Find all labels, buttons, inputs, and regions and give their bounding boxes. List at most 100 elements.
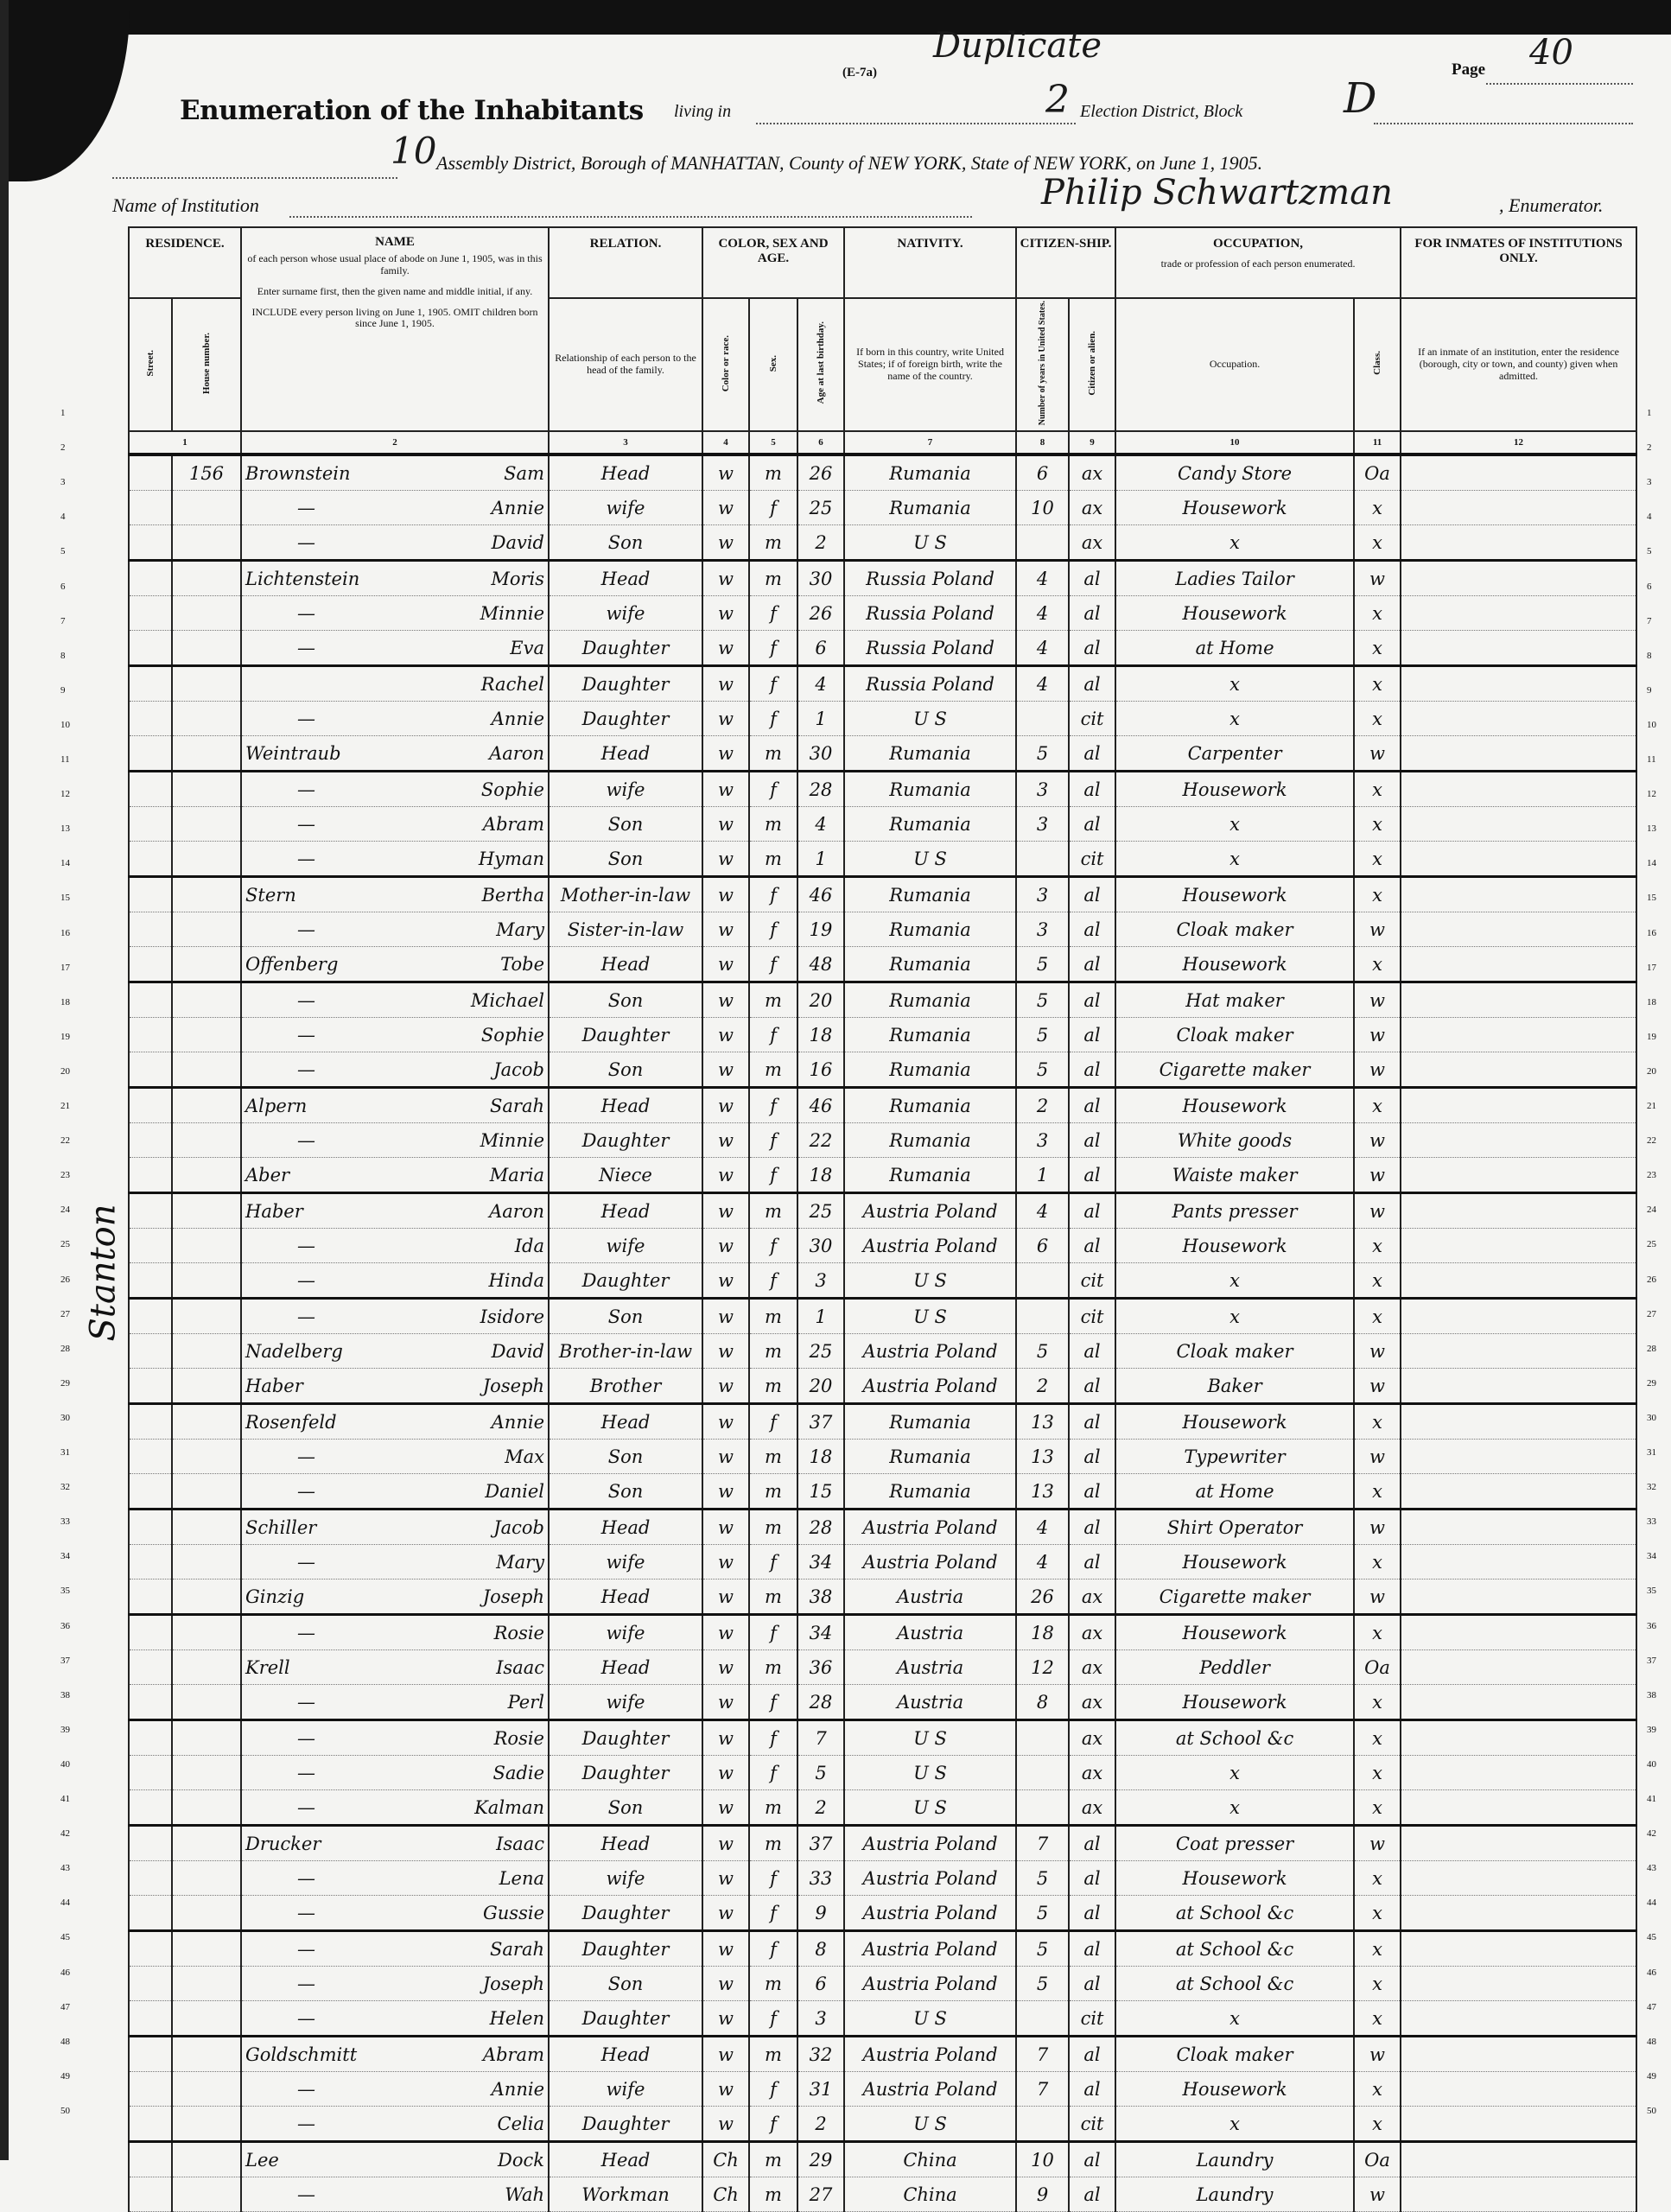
cell-house bbox=[171, 595, 242, 632]
surname: — bbox=[297, 637, 315, 658]
cell-relation: Daughter bbox=[548, 1719, 703, 1757]
cell-class: x bbox=[1353, 1719, 1402, 1757]
surname: — bbox=[297, 1938, 315, 1960]
cell-sex: f bbox=[748, 1930, 798, 1967]
line-number: 47 bbox=[60, 2001, 70, 2012]
cell-occupation: Shirt Operator bbox=[1115, 1509, 1356, 1546]
col-nativity-desc: If born in this country, write United St… bbox=[843, 296, 1018, 433]
cell-relation: Daughter bbox=[548, 1930, 703, 1967]
surname: — bbox=[297, 1446, 315, 1467]
cell-years: 5 bbox=[1015, 946, 1071, 984]
surname: — bbox=[297, 2183, 315, 2205]
col-number: 1 bbox=[128, 431, 242, 457]
cell-house bbox=[171, 1579, 242, 1617]
given-name: Sophie bbox=[480, 779, 544, 800]
cell-street bbox=[128, 841, 173, 879]
table-row: — Michael Son w m 20 Rumania 5 al Hat maker w bbox=[128, 982, 1638, 1019]
cell-sex: m bbox=[748, 1052, 798, 1090]
col-house-number: House number. bbox=[200, 332, 212, 394]
line-number: 20 bbox=[60, 1065, 70, 1077]
cell-age: 3 bbox=[796, 1262, 846, 1300]
line-number: 49 bbox=[60, 2070, 70, 2082]
cell-house bbox=[171, 1157, 242, 1195]
cell-occupation: at School &c bbox=[1115, 1719, 1356, 1757]
cell-sex: f bbox=[748, 1157, 798, 1195]
line-number: 4 bbox=[1647, 512, 1652, 523]
cell-occupation: Housework bbox=[1115, 490, 1356, 526]
line-number: 23 bbox=[60, 1170, 70, 1181]
cell-age: 37 bbox=[796, 1825, 846, 1862]
cell-sex: f bbox=[748, 595, 798, 632]
cell-occupation: Cigarette maker bbox=[1115, 1579, 1356, 1617]
given-name: Isaac bbox=[496, 1656, 544, 1678]
cell-name: — Annie bbox=[240, 701, 550, 737]
cell-cit: al bbox=[1068, 2177, 1117, 2212]
cell-cit: cit bbox=[1068, 1262, 1117, 1300]
cell-color: w bbox=[702, 1473, 750, 1511]
cell-age: 27 bbox=[796, 2177, 846, 2212]
cell-years: 13 bbox=[1015, 1403, 1071, 1440]
cell-nativity: Austria Poland bbox=[843, 2071, 1018, 2107]
line-number: 11 bbox=[1647, 754, 1656, 765]
line-number: 26 bbox=[60, 1274, 70, 1285]
table-row: Alpern Sarah Head w f 46 Rumania 2 al Housework x bbox=[128, 1087, 1638, 1124]
cell-sex: m bbox=[748, 1298, 798, 1335]
cell-sex: f bbox=[748, 946, 798, 984]
cell-class: x bbox=[1353, 1895, 1402, 1933]
cell-institution bbox=[1400, 1860, 1638, 1897]
cell-relation: wife bbox=[548, 771, 703, 808]
cell-class: w bbox=[1353, 2177, 1402, 2212]
col-age: Age at last birthday. bbox=[815, 321, 826, 404]
cell-color: w bbox=[702, 1262, 750, 1300]
line-number: 3 bbox=[60, 477, 66, 488]
table-row: Offenberg Tobe Head w f 48 Rumania 5 al Housework… bbox=[128, 946, 1638, 984]
given-name: Rachel bbox=[480, 673, 544, 695]
cell-age: 46 bbox=[796, 1087, 846, 1124]
cell-sex: m bbox=[748, 1509, 798, 1546]
cell-cit: al bbox=[1068, 1895, 1117, 1933]
cell-relation: Son bbox=[548, 1966, 703, 2002]
cell-nativity: China bbox=[843, 2177, 1018, 2212]
surname: — bbox=[297, 2007, 315, 2029]
col-number: 4 bbox=[702, 431, 750, 457]
cell-relation: Son bbox=[548, 1298, 703, 1335]
cell-house bbox=[171, 806, 242, 842]
cell-years: 10 bbox=[1015, 2141, 1071, 2178]
cell-street bbox=[128, 2141, 173, 2178]
table-row: Lichtenstein Moris Head w m 30 Russia Poland 4 a… bbox=[128, 560, 1638, 597]
cell-house bbox=[171, 1228, 242, 1264]
cell-nativity: Austria bbox=[843, 1614, 1018, 1651]
cell-color: w bbox=[702, 1017, 750, 1053]
cell-age: 25 bbox=[796, 1192, 846, 1230]
cell-nativity: Austria bbox=[843, 1579, 1018, 1617]
line-number: 29 bbox=[60, 1377, 70, 1389]
cell-class: w bbox=[1353, 1825, 1402, 1862]
cell-class: w bbox=[1353, 1333, 1402, 1370]
cell-color: w bbox=[702, 1966, 750, 2002]
line-number: 50 bbox=[60, 2105, 70, 2116]
cell-cit: ax bbox=[1068, 1684, 1117, 1722]
surname: Krell bbox=[245, 1656, 290, 1678]
given-name: Minnie bbox=[480, 1129, 544, 1151]
cell-class: Oa bbox=[1353, 2141, 1402, 2178]
cell-age: 28 bbox=[796, 1509, 846, 1546]
line-number: 21 bbox=[1647, 1101, 1656, 1111]
line-number: 2 bbox=[60, 442, 66, 454]
cell-relation: Workman bbox=[548, 2177, 703, 2212]
cell-relation: Son bbox=[548, 841, 703, 879]
surname: — bbox=[297, 1867, 315, 1889]
cell-color: w bbox=[702, 1509, 750, 1546]
cell-house bbox=[171, 490, 242, 526]
cell-sex: m bbox=[748, 982, 798, 1019]
surname: — bbox=[297, 989, 315, 1011]
cell-class: w bbox=[1353, 1509, 1402, 1546]
cell-sex: m bbox=[748, 454, 798, 492]
cell-name: — Sadie bbox=[240, 1755, 550, 1791]
col-relation: RELATION. bbox=[548, 226, 703, 299]
cell-occupation: x bbox=[1115, 1298, 1356, 1335]
given-name: Annie bbox=[491, 497, 544, 518]
cell-sex: m bbox=[748, 1439, 798, 1475]
scan-border-top bbox=[0, 0, 1671, 35]
cell-nativity: Austria Poland bbox=[843, 1509, 1018, 1546]
